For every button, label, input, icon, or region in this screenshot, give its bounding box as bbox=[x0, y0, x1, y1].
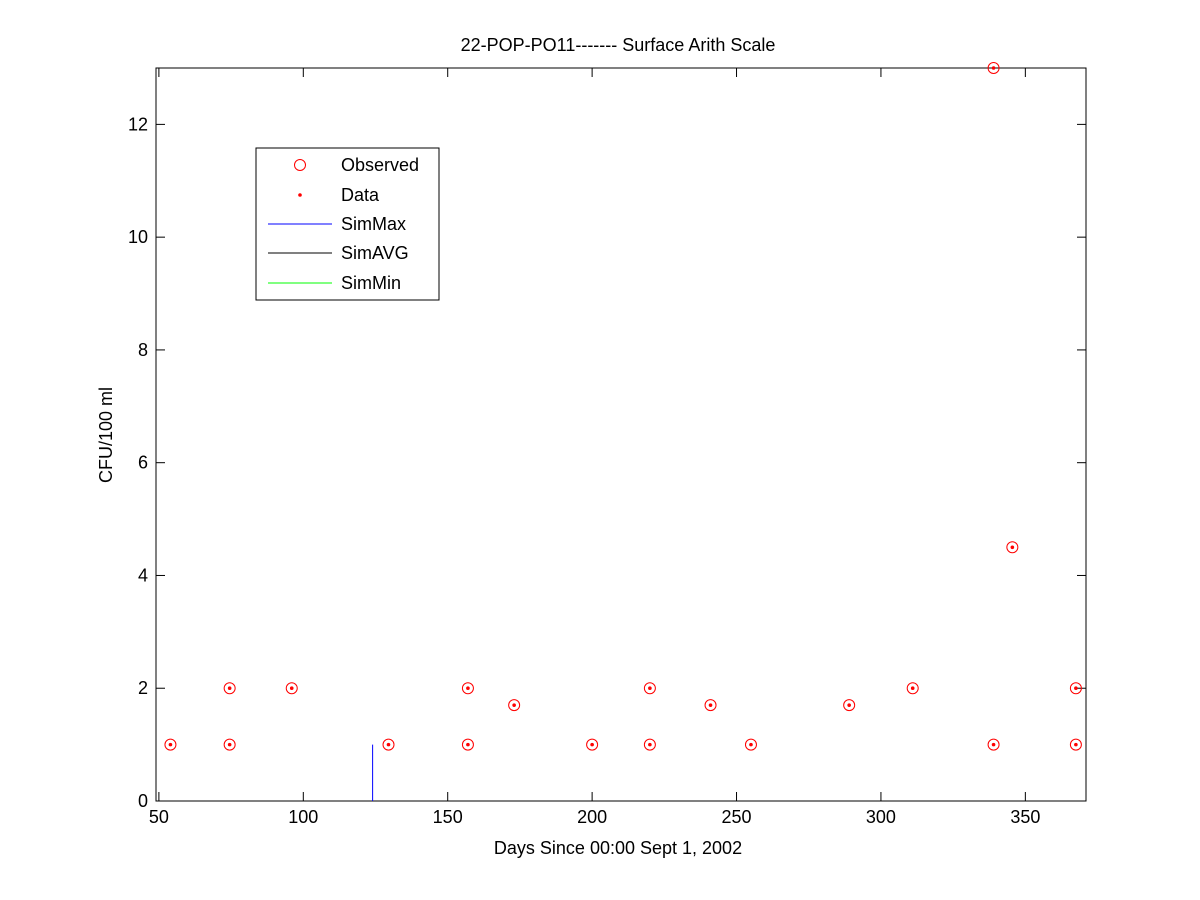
x-tick-label: 350 bbox=[1010, 807, 1040, 827]
legend-entries: Observed Data SimMax SimAVG SimMin bbox=[268, 155, 419, 293]
data-point bbox=[227, 742, 232, 747]
observed-point bbox=[223, 738, 236, 751]
data-point bbox=[749, 742, 753, 747]
observed-point bbox=[164, 738, 177, 751]
data-point bbox=[590, 742, 594, 747]
observed-point bbox=[508, 699, 521, 712]
data-point bbox=[512, 703, 516, 707]
data-point bbox=[227, 686, 232, 691]
data-point bbox=[847, 703, 851, 707]
y-tick-label: 12 bbox=[128, 114, 148, 134]
observed-point bbox=[382, 738, 395, 751]
chart-title: 22-POP-PO11------- Surface Arith Scale bbox=[461, 35, 776, 55]
data-point bbox=[1074, 686, 1078, 691]
observed-point bbox=[987, 738, 1000, 751]
data-point bbox=[466, 742, 470, 747]
x-tick-label: 200 bbox=[577, 807, 607, 827]
y-tick-label: 2 bbox=[138, 678, 148, 698]
y-tick-label: 10 bbox=[128, 227, 148, 247]
data-point bbox=[1074, 742, 1078, 747]
data-point bbox=[168, 742, 173, 747]
legend-data-marker bbox=[298, 193, 302, 197]
observed-point bbox=[586, 738, 599, 751]
data-point bbox=[289, 686, 294, 691]
legend-label: Observed bbox=[341, 155, 419, 175]
observed-point bbox=[223, 682, 236, 695]
observed-point bbox=[643, 738, 656, 751]
observed-point bbox=[1069, 738, 1082, 751]
data-point bbox=[386, 742, 391, 747]
observed-point bbox=[1006, 541, 1019, 554]
legend-observed-marker bbox=[294, 159, 306, 171]
y-axis-ticks: 0 2 4 6 8 10 12 bbox=[128, 114, 1086, 811]
data-point bbox=[991, 742, 996, 747]
data-point bbox=[466, 686, 470, 691]
data-point bbox=[648, 686, 652, 691]
y-tick-label: 0 bbox=[138, 791, 148, 811]
legend-label: SimAVG bbox=[341, 243, 409, 263]
y-axis-label: CFU/100 ml bbox=[96, 387, 116, 483]
x-tick-label: 50 bbox=[149, 807, 169, 827]
x-axis-ticks: 50 100 150 200 250 300 350 bbox=[149, 68, 1040, 827]
observed-point bbox=[906, 682, 919, 695]
legend-label: SimMin bbox=[341, 273, 401, 293]
data-point bbox=[1010, 545, 1015, 550]
x-tick-label: 150 bbox=[433, 807, 463, 827]
data-point bbox=[991, 66, 996, 70]
data-point bbox=[910, 686, 915, 691]
x-tick-label: 100 bbox=[288, 807, 318, 827]
x-tick-label: 300 bbox=[866, 807, 896, 827]
legend-label: SimMax bbox=[341, 214, 406, 234]
observed-point bbox=[643, 682, 656, 695]
data-point bbox=[708, 703, 713, 707]
y-tick-label: 6 bbox=[138, 453, 148, 473]
observed-point bbox=[843, 699, 856, 712]
observed-point bbox=[461, 738, 474, 751]
legend: Observed Data SimMax SimAVG SimMin bbox=[255, 147, 440, 301]
observed-point bbox=[1069, 682, 1082, 695]
x-axis-label: Days Since 00:00 Sept 1, 2002 bbox=[494, 838, 742, 858]
observed-point bbox=[461, 682, 474, 695]
legend-label: Data bbox=[341, 185, 380, 205]
y-tick-label: 4 bbox=[138, 565, 148, 585]
observed-point bbox=[744, 738, 757, 751]
data-point bbox=[648, 742, 652, 747]
y-tick-label: 8 bbox=[138, 340, 148, 360]
observed-point bbox=[704, 699, 717, 712]
observed-point bbox=[987, 62, 1000, 74]
x-tick-label: 250 bbox=[722, 807, 752, 827]
observed-point bbox=[285, 682, 298, 695]
data-points bbox=[164, 62, 1082, 751]
